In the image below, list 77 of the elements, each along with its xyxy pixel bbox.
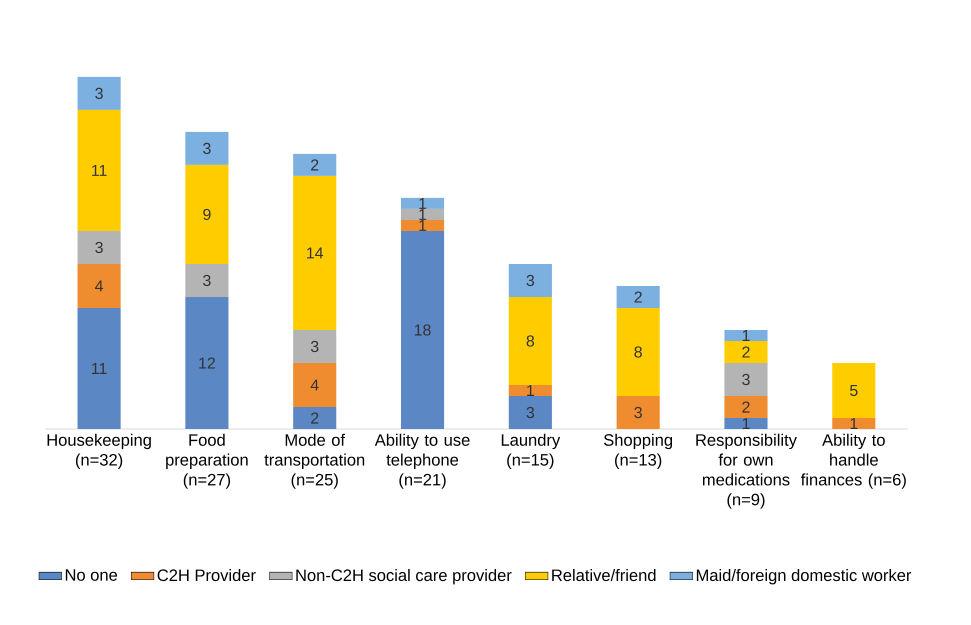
- data-label: 11: [92, 363, 107, 374]
- data-label: 3: [526, 274, 534, 286]
- bar: [293, 154, 336, 176]
- bar: [724, 396, 768, 418]
- data-label: 5: [850, 385, 858, 396]
- bar: [78, 264, 121, 308]
- bar: [185, 165, 228, 264]
- bar: [293, 363, 336, 408]
- bar: [185, 297, 228, 430]
- data-label: 3: [526, 407, 534, 418]
- bar: [78, 231, 121, 264]
- data-label: 3: [203, 274, 211, 286]
- legend-label: No one: [66, 569, 118, 581]
- data-label: 3: [203, 142, 211, 154]
- x-tick-label: Shopping (n=13): [604, 434, 672, 470]
- data-label: 1: [742, 418, 750, 430]
- bar: [832, 418, 876, 430]
- x-tick-label: Ability to handle finances (n=6): [800, 434, 906, 489]
- bar: [293, 330, 336, 364]
- data-label: 11: [92, 165, 107, 176]
- bar: [724, 418, 768, 430]
- data-label: 8: [526, 336, 534, 347]
- bar: [78, 110, 121, 232]
- x-tick-label: Responsibility for own medications (n=9): [696, 434, 797, 509]
- bar: [616, 286, 660, 308]
- bar: [508, 264, 552, 298]
- bar: [724, 341, 768, 364]
- data-label: 1: [850, 418, 858, 430]
- bar: [185, 132, 228, 166]
- data-label: 3: [310, 341, 318, 352]
- x-tick-label: Food preparation (n=27): [166, 434, 248, 489]
- data-label: 14: [307, 248, 324, 259]
- x-tick-label: Housekeeping (n=32): [48, 434, 151, 470]
- legend-label: Relative/friend: [552, 569, 656, 582]
- data-label: 1: [419, 198, 426, 210]
- bar: [400, 209, 444, 220]
- data-label: 1: [742, 330, 750, 342]
- data-label: 2: [311, 412, 318, 424]
- data-label: 1: [419, 220, 426, 232]
- bar: [293, 176, 336, 330]
- legend-label: Non-C2H social care provider: [296, 569, 512, 585]
- bar: [400, 231, 444, 430]
- data-label: 8: [634, 346, 642, 358]
- x-tick-label: Mode of transportation (n=25): [264, 434, 364, 489]
- data-label: 9: [203, 208, 211, 220]
- data-label: 1: [419, 209, 426, 220]
- x-tick-label: Laundry (n=15): [502, 434, 560, 470]
- legend-label: Maid/foreign domestic worker: [696, 569, 912, 585]
- data-label: 4: [95, 280, 104, 292]
- data-label: 3: [742, 374, 750, 386]
- bar: [78, 308, 121, 430]
- data-label: 2: [742, 402, 750, 413]
- bar: [400, 198, 444, 210]
- bar: [293, 407, 336, 430]
- data-label: 1: [527, 385, 534, 396]
- bar: [508, 396, 552, 430]
- bar: [185, 264, 228, 298]
- data-label: 4: [310, 380, 319, 391]
- x-tick-label: Ability to use telephone (n=21): [374, 434, 470, 489]
- bar: [616, 308, 660, 396]
- data-label: 3: [95, 242, 103, 254]
- bar: [832, 363, 876, 418]
- data-label: 3: [634, 407, 642, 418]
- bar: [724, 330, 768, 342]
- bar: [400, 220, 444, 232]
- data-label: 12: [199, 358, 215, 369]
- bar: [724, 363, 768, 396]
- data-label: 18: [414, 324, 431, 336]
- data-label: 2: [311, 160, 318, 171]
- bar: [616, 396, 660, 430]
- data-label: 3: [95, 88, 103, 100]
- bar: [78, 77, 121, 110]
- bar: [508, 297, 552, 386]
- data-label: 2: [634, 292, 642, 303]
- data-label: 2: [742, 346, 750, 358]
- bar: [508, 385, 552, 396]
- legend-label: C2H Provider: [158, 569, 256, 582]
